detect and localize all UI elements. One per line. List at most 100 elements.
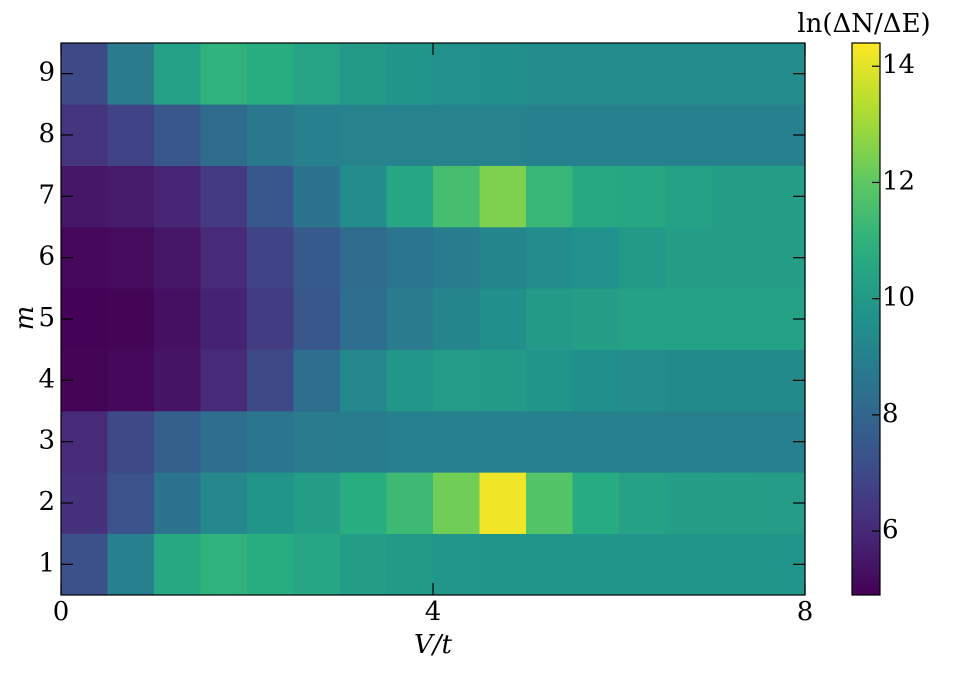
heatmap-cell: [247, 227, 295, 289]
heatmap-cell: [619, 227, 667, 289]
heatmap-cell: [712, 349, 760, 412]
heatmap-cell: [433, 227, 481, 289]
heatmap-cell: [619, 104, 667, 166]
heatmap-cell: [293, 472, 341, 534]
heatmap-cell: [665, 472, 713, 534]
heatmap-cell: [340, 165, 388, 228]
heatmap-cell: [200, 533, 248, 596]
heatmap-cell: [433, 104, 481, 166]
heatmap-cell: [619, 472, 667, 534]
heatmap-cell: [572, 165, 620, 228]
heatmap-cell: [200, 472, 248, 534]
heatmap-cell: [712, 411, 760, 473]
heatmap-cell: [293, 288, 341, 350]
y-tick-label: 2: [38, 487, 55, 517]
heatmap-cell: [247, 288, 295, 350]
heatmap-cell: [107, 227, 155, 289]
x-tick-label: 0: [53, 597, 70, 627]
heatmap-cell: [340, 227, 388, 289]
heatmap-cell: [479, 472, 527, 534]
y-tick-label: 8: [38, 119, 55, 149]
heatmap-cell: [154, 288, 202, 350]
heatmap-cell: [154, 411, 202, 473]
heatmap-cell: [293, 227, 341, 289]
heatmap-cell: [433, 43, 481, 105]
colorbar-tick-label: 14: [882, 50, 915, 80]
heatmap-cell: [526, 165, 574, 228]
heatmap-cell: [340, 472, 388, 534]
heatmap-cell: [293, 411, 341, 473]
heatmap-cell: [247, 411, 295, 473]
heatmap-cell: [712, 43, 760, 105]
heatmap-cell: [712, 472, 760, 534]
heatmap-cell: [526, 288, 574, 350]
heatmap-cell: [619, 43, 667, 105]
heatmap-cell: [665, 411, 713, 473]
heatmap-cell: [107, 165, 155, 228]
heatmap-cell: [619, 288, 667, 350]
colorbar-tick-label: 12: [882, 166, 915, 196]
x-axis-label: V/t: [414, 630, 453, 660]
heatmap-cell: [479, 288, 527, 350]
colorbar: [851, 42, 881, 596]
heatmap-cell: [479, 533, 527, 596]
heatmap-cell: [433, 411, 481, 473]
heatmap-cell: [247, 104, 295, 166]
heatmap-cell: [200, 165, 248, 228]
heatmap-cell: [386, 165, 434, 228]
heatmap-cell: [107, 288, 155, 350]
heatmap-cell: [200, 288, 248, 350]
heatmap-cell: [340, 104, 388, 166]
heatmap-cell: [247, 165, 295, 228]
heatmap-cell: [386, 43, 434, 105]
heatmap-cell: [433, 472, 481, 534]
heatmap-cell: [107, 43, 155, 105]
colorbar-tick-label: 8: [882, 399, 899, 429]
heatmap-cell: [665, 349, 713, 412]
y-tick-label: 6: [38, 242, 55, 272]
heatmap-cell: [107, 533, 155, 596]
heatmap-cell: [712, 104, 760, 166]
heatmap-cell: [200, 227, 248, 289]
heatmap-cell: [386, 533, 434, 596]
heatmap-cell: [665, 43, 713, 105]
heatmap-cell: [665, 165, 713, 228]
heatmap-cell: [200, 104, 248, 166]
heatmap-cell: [572, 104, 620, 166]
colorbar-tick-label: 10: [882, 283, 915, 313]
heatmap-cell: [526, 104, 574, 166]
heatmap-cell: [526, 472, 574, 534]
heatmap-cell: [479, 411, 527, 473]
heatmap-cell: [619, 165, 667, 228]
heatmap-cell: [665, 288, 713, 350]
x-tick-label: 8: [797, 597, 814, 627]
heatmap-cell: [479, 227, 527, 289]
heatmap-cell: [200, 43, 248, 105]
heatmap-cell: [572, 349, 620, 412]
heatmap-cell: [712, 227, 760, 289]
heatmap-cell: [386, 411, 434, 473]
heatmap-cell: [572, 472, 620, 534]
heatmap-cell: [665, 227, 713, 289]
heatmap-cell: [433, 533, 481, 596]
heatmap-cell: [154, 165, 202, 228]
y-tick-label: 4: [38, 364, 55, 394]
heatmap-cell: [386, 349, 434, 412]
heatmap-cell: [433, 349, 481, 412]
heatmap-cell: [526, 533, 574, 596]
heatmap-cell: [619, 533, 667, 596]
heatmap-cell: [293, 104, 341, 166]
colorbar-label: ln(ΔN/ΔE): [797, 9, 930, 39]
heatmap-cell: [526, 227, 574, 289]
heatmap-cell: [386, 288, 434, 350]
heatmap-cell: [572, 288, 620, 350]
heatmap-cell: [154, 472, 202, 534]
y-tick-label: 9: [38, 58, 55, 88]
heatmap-cell: [293, 349, 341, 412]
heatmap-cell: [526, 43, 574, 105]
heatmap-cell: [665, 533, 713, 596]
heatmap-cell: [340, 533, 388, 596]
heatmap-cell: [526, 349, 574, 412]
heatmap-cell: [247, 349, 295, 412]
